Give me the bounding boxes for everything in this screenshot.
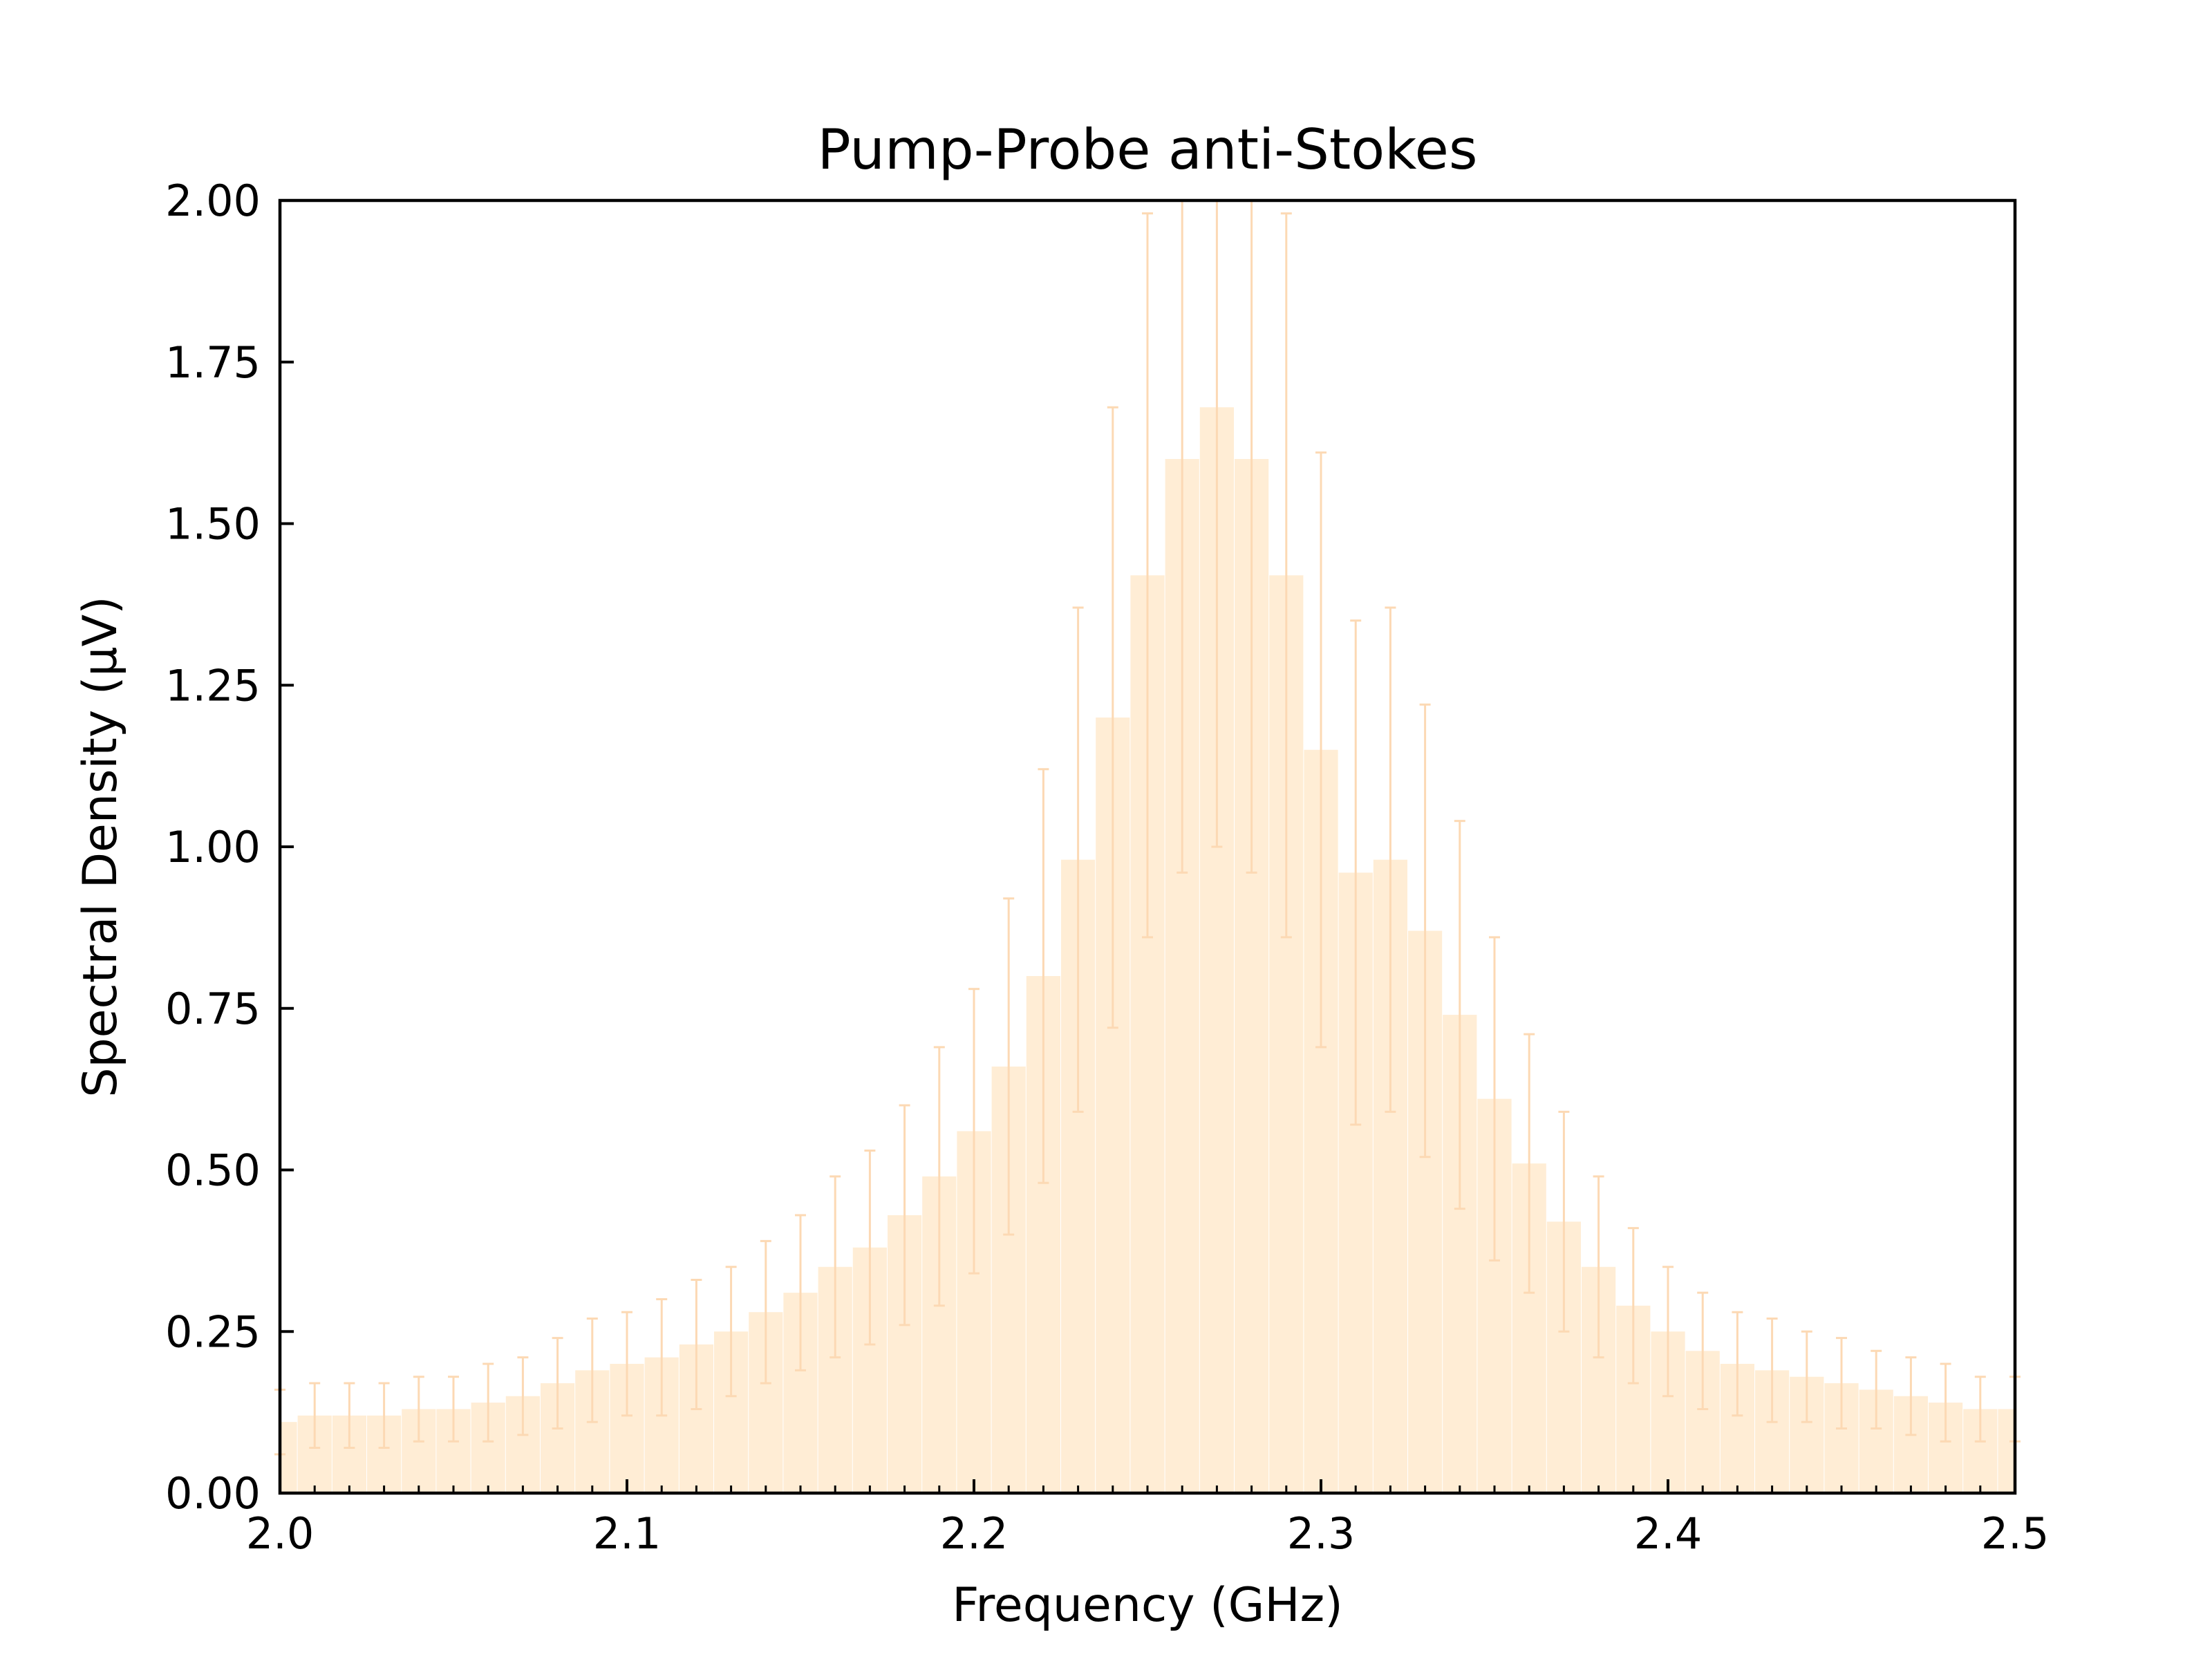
error-bar [1419, 703, 1431, 1159]
error-bar [1385, 606, 1396, 1113]
y-tick-label: 0.75 [165, 984, 261, 1034]
error-bar [1766, 1318, 1778, 1423]
error-bar [378, 1382, 390, 1450]
x-tick-label: 2.4 [1634, 1508, 1703, 1559]
error-bar [1142, 212, 1153, 939]
error-bar-series [274, 199, 2021, 1456]
x-tick-label: 2.2 [940, 1508, 1009, 1559]
error-bar [1489, 936, 1500, 1262]
y-tick-label: 2.00 [165, 176, 261, 226]
x-axis-ticks: 2.0 2.1 2.2 2.3 2.4 2.5 [246, 1479, 2050, 1559]
error-bar [309, 1382, 321, 1450]
y-tick-label: 0.25 [165, 1306, 261, 1357]
y-axis-ticks: 0.00 0.25 0.50 0.75 1.00 1.25 1.50 1.75 2.00 [165, 176, 294, 1519]
y-tick-label: 1.50 [165, 499, 261, 550]
error-bar [1558, 1110, 1570, 1333]
error-bar [1871, 1349, 1882, 1430]
error-bar [552, 1337, 563, 1430]
error-bar [1836, 1337, 1847, 1430]
error-bar [621, 1311, 632, 1417]
x-tick-label: 2.1 [593, 1508, 662, 1559]
bar [280, 1422, 297, 1493]
error-bar [1905, 1356, 1917, 1436]
error-bar [1593, 1175, 1604, 1359]
error-bar [795, 1214, 806, 1371]
chart-title: Pump-Probe anti-Stokes [817, 118, 1477, 182]
error-bar [1697, 1291, 1709, 1410]
error-bar [344, 1382, 355, 1450]
bar [1998, 1409, 2015, 1493]
y-tick-label: 1.75 [165, 337, 261, 388]
error-bar [1454, 820, 1465, 1210]
x-tick-label: 2.5 [1981, 1508, 2050, 1559]
error-bar [725, 1266, 737, 1398]
y-tick-label: 0.50 [165, 1145, 261, 1196]
y-tick-label: 1.00 [165, 822, 261, 872]
y-axis-label: Spectral Density (µV) [73, 596, 128, 1097]
error-bar [899, 1104, 910, 1327]
error-bar [933, 1046, 945, 1307]
error-bar [1003, 897, 1015, 1236]
error-bar [413, 1376, 424, 1443]
error-bar [1974, 1376, 1986, 1443]
x-tick-label: 2.3 [1287, 1508, 1356, 1559]
error-bar [586, 1318, 598, 1423]
error-bar [1315, 451, 1327, 1049]
error-bar [1732, 1311, 1743, 1417]
y-tick-label: 0.00 [165, 1468, 261, 1519]
x-axis-label: Frequency (GHz) [952, 1578, 1342, 1633]
error-bar [1801, 1330, 1812, 1423]
error-bar [830, 1175, 841, 1359]
y-tick-label: 1.25 [165, 660, 261, 711]
error-bar [1107, 406, 1118, 1029]
error-bar [656, 1298, 668, 1417]
error-bar [1524, 1033, 1535, 1294]
error-bar [760, 1239, 771, 1385]
x-tick-label: 2.0 [246, 1508, 315, 1559]
error-bar [517, 1356, 529, 1436]
error-bar [691, 1278, 702, 1410]
error-bar [448, 1376, 459, 1443]
error-bar [1940, 1362, 1951, 1443]
error-bar [1280, 212, 1292, 939]
error-bar [968, 988, 980, 1275]
error-bar [864, 1149, 876, 1346]
error-bar [1038, 768, 1049, 1184]
error-bar [1072, 606, 1084, 1113]
error-bar [1662, 1266, 1674, 1398]
error-bar [1350, 619, 1362, 1126]
error-bar [1627, 1227, 1639, 1385]
error-bar [482, 1362, 494, 1443]
